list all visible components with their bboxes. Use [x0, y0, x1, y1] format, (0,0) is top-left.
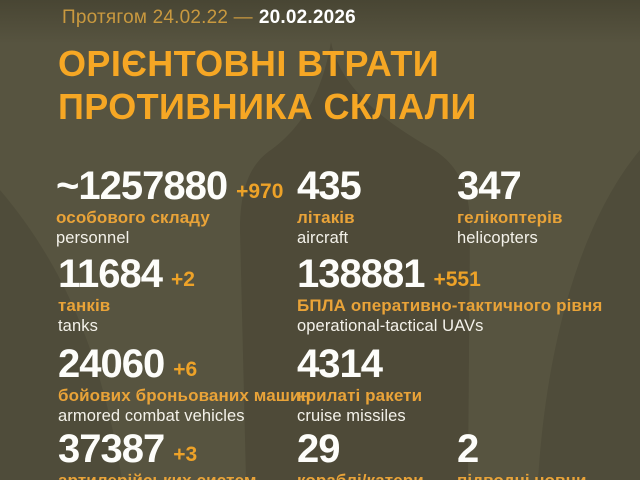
stat-personnel: ~1257880 +970 особового складу personnel [56, 164, 284, 247]
stat-label-en: aircraft [297, 229, 349, 247]
stat-helicopters: 347 гелікоптерів helicopters [457, 164, 563, 247]
stat-label-en: personnel [56, 229, 130, 247]
stat-value: 435 [297, 164, 362, 208]
period-end-date: 20.02.2026 [258, 7, 356, 28]
stat-value: 29 [297, 427, 340, 471]
period-line: Протягом 24.02.22 —20.02.2026 [62, 7, 356, 29]
stat-value: 138881 [297, 252, 425, 296]
stat-value: ~1257880 [56, 164, 228, 208]
stat-submarines: 2 підводні човни [457, 427, 587, 480]
stat-delta: +3 [173, 443, 198, 466]
stat-armored-vehicles: 24060 +6 бойових броньованих машин armor… [58, 342, 311, 425]
period-prefix: Протягом 24.02.22 — [62, 7, 253, 28]
title-line-1: ОРІЄНТОВНІ ВТРАТИ [58, 43, 440, 84]
stat-label-ua: літаків [297, 208, 355, 227]
stat-label-ua: особового складу [56, 208, 210, 227]
stat-label-ua: танків [58, 296, 111, 315]
stat-label-ua: артилерійських систем [58, 472, 257, 480]
stat-label-ua: кораблі/катери [297, 472, 424, 480]
stat-label-ua: гелікоптерів [457, 208, 563, 227]
stat-value: 11684 [58, 252, 163, 296]
stat-label-ua: бойових броньованих машин [58, 386, 311, 405]
stat-delta: +2 [171, 268, 195, 291]
stat-label-ua: БПЛА оперативно-тактичного рівня [297, 296, 603, 315]
stat-value: 347 [457, 164, 522, 208]
stat-ships-boats: 29 кораблі/катери [297, 427, 424, 480]
stat-value: 37387 [58, 427, 165, 471]
stat-label-en: tanks [58, 317, 98, 335]
stat-tanks: 11684 +2 танків tanks [58, 252, 195, 335]
stat-label-en: cruise missiles [297, 407, 406, 425]
stat-value: 2 [457, 427, 479, 471]
title-line-2: ПРОТИВНИКА СКЛАЛИ [58, 86, 477, 127]
stat-value: 4314 [297, 342, 383, 386]
stat-delta: +6 [173, 358, 198, 381]
stat-label-ua: крилаті ракети [297, 386, 423, 405]
stat-label-en: operational-tactical UAVs [297, 317, 484, 335]
stat-label-en: helicopters [457, 229, 538, 247]
stat-label-en: armored combat vehicles [58, 407, 245, 425]
stat-label-ua: підводні човни [457, 472, 587, 480]
stat-delta: +970 [236, 180, 284, 203]
stat-uavs: 138881 +551 БПЛА оперативно-тактичного р… [297, 252, 603, 335]
stat-artillery-systems: 37387 +3 артилерійських систем [58, 427, 257, 480]
stat-aircraft: 435 літаків aircraft [297, 164, 370, 247]
stat-value: 24060 [58, 342, 165, 386]
poster-title: ОРІЄНТОВНІ ВТРАТИ ПРОТИВНИКА СКЛАЛИ [58, 42, 477, 128]
stat-cruise-missiles: 4314 крилаті ракети cruise missiles [297, 342, 423, 425]
stat-delta: +551 [433, 268, 481, 291]
